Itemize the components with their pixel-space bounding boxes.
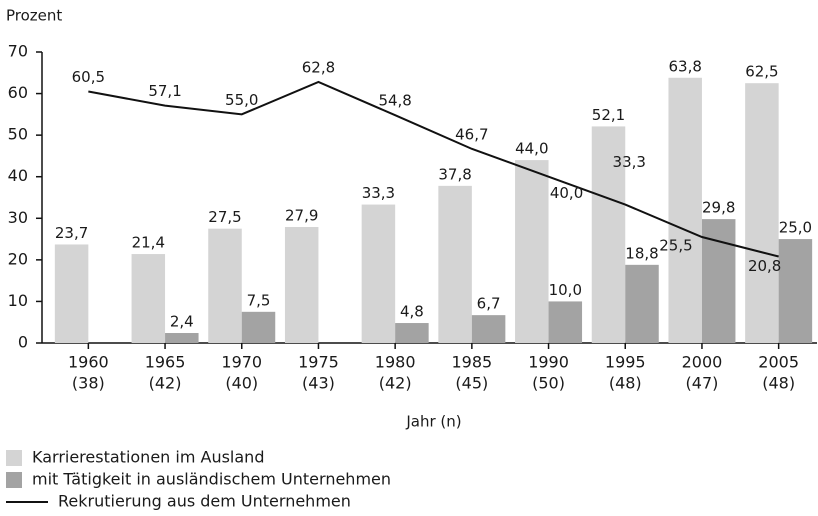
- value-label: 52,1: [592, 106, 625, 124]
- value-label: 18,8: [625, 244, 658, 262]
- line-value-label: 60,5: [72, 68, 105, 86]
- y-tick-label: 10: [8, 291, 28, 310]
- x-tick-label: 1985: [451, 353, 492, 372]
- x-tick-label: (43): [302, 374, 335, 393]
- x-tick-label: (42): [379, 374, 412, 393]
- bar: [361, 204, 396, 343]
- bar: [284, 227, 319, 343]
- line-value-label: 25,5: [659, 236, 692, 254]
- bar: [131, 254, 166, 343]
- x-tick-label: (40): [225, 374, 258, 393]
- x-tick-label: 2000: [682, 353, 723, 372]
- legend-label: mit Tätigkeit in ausländischem Unternehm…: [32, 470, 391, 489]
- x-tick-label: 1970: [221, 353, 262, 372]
- x-tick-label: 1965: [145, 353, 186, 372]
- bar: [471, 315, 506, 343]
- bar: [625, 264, 659, 343]
- bar: [208, 228, 242, 343]
- value-label: 21,4: [132, 234, 165, 252]
- y-tick-label: 60: [8, 83, 28, 102]
- legend-label: Rekrutierung aus dem Unternehmen: [58, 492, 351, 511]
- value-label: 63,8: [668, 57, 701, 75]
- value-label: 33,3: [362, 184, 395, 202]
- line-value-label: 33,3: [613, 153, 646, 171]
- value-label: 25,0: [779, 219, 812, 237]
- bar: [778, 239, 813, 343]
- line-value-label: 40,0: [550, 184, 583, 202]
- bar: [701, 219, 736, 343]
- legend-swatch: [6, 450, 22, 466]
- x-axis-label: Jahr (n): [405, 413, 461, 431]
- x-tick-label: 1990: [528, 353, 569, 372]
- value-label: 2,4: [170, 313, 194, 331]
- bar: [668, 77, 702, 343]
- value-label: 27,5: [208, 208, 241, 226]
- y-tick-label: 40: [8, 166, 28, 185]
- bar: [241, 311, 276, 343]
- value-label: 37,8: [438, 165, 471, 183]
- line: [88, 80, 779, 258]
- value-label: 27,9: [285, 207, 318, 225]
- x-tick-label: (50): [532, 374, 565, 393]
- y-axis-label: Prozent: [6, 7, 62, 25]
- bar: [54, 244, 89, 343]
- bar: [591, 126, 626, 343]
- x-tick-label: (38): [72, 374, 105, 393]
- x-tick-label: 1960: [68, 353, 109, 372]
- bar: [395, 323, 429, 343]
- line-value-label: 20,8: [748, 257, 781, 275]
- x-tick-label: (48): [762, 374, 795, 393]
- line-value-label: 46,7: [455, 125, 488, 143]
- bar: [515, 160, 549, 343]
- y-tick-label: 20: [8, 249, 28, 268]
- x-tick-label: 1995: [605, 353, 646, 372]
- line-value-label: 54,8: [378, 92, 411, 110]
- line-value-label: 57,1: [148, 82, 181, 100]
- y-tick-label: 30: [8, 208, 28, 227]
- legend-swatch: [6, 472, 22, 488]
- x-tick-label: (48): [609, 374, 642, 393]
- x-tick-label: (42): [149, 374, 182, 393]
- y-tick-label: 50: [8, 125, 28, 144]
- y-tick-label: 0: [18, 333, 28, 352]
- value-label: 44,0: [515, 140, 548, 158]
- x-tick-label: 2005: [758, 353, 799, 372]
- value-label: 29,8: [702, 199, 735, 217]
- y-tick-label: 70: [8, 42, 28, 61]
- x-tick-label: 1980: [375, 353, 416, 372]
- line-value-label: 62,8: [302, 58, 335, 76]
- value-label: 6,7: [477, 295, 501, 313]
- bar: [745, 83, 779, 343]
- value-label: 62,5: [745, 63, 778, 81]
- x-tick-label: 1975: [298, 353, 339, 372]
- value-label: 7,5: [247, 291, 271, 309]
- legend-label: Karrierestationen im Ausland: [32, 448, 264, 467]
- bar: [438, 185, 472, 343]
- bar: [548, 301, 583, 343]
- value-label: 23,7: [55, 224, 88, 242]
- line-value-label: 55,0: [225, 91, 258, 109]
- value-label: 10,0: [549, 281, 582, 299]
- bar: [165, 333, 199, 343]
- x-tick-label: (45): [455, 374, 488, 393]
- x-tick-label: (47): [686, 374, 719, 393]
- value-label: 4,8: [400, 303, 424, 321]
